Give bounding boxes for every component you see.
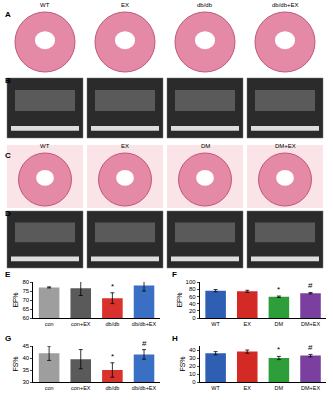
svg-text:40: 40 [189, 301, 196, 307]
svg-text:0: 0 [192, 315, 196, 321]
svg-text:db/db: db/db [106, 385, 120, 391]
svg-text:100: 100 [186, 279, 197, 285]
svg-text:30: 30 [22, 379, 29, 385]
svg-text:45: 45 [22, 343, 29, 349]
svg-text:40: 40 [22, 355, 29, 361]
svg-text:db/db: db/db [197, 2, 213, 8]
svg-text:DM+EX: DM+EX [301, 321, 320, 327]
svg-text:60: 60 [189, 294, 196, 300]
svg-text:#: # [142, 339, 147, 348]
svg-text:35: 35 [22, 367, 29, 373]
svg-text:EX: EX [121, 143, 129, 149]
svg-text:DM: DM [275, 385, 284, 391]
svg-text:E: E [5, 270, 11, 279]
svg-text:DM: DM [275, 321, 284, 327]
svg-text:40: 40 [189, 347, 196, 353]
svg-text:70: 70 [22, 297, 29, 303]
svg-text:*: * [111, 282, 114, 291]
svg-text:60: 60 [22, 315, 29, 321]
svg-text:C: C [5, 151, 11, 160]
svg-text:con+EX: con+EX [71, 321, 91, 327]
svg-text:DM+EX: DM+EX [275, 143, 296, 149]
svg-text:EX: EX [244, 385, 252, 391]
svg-text:DM+EX: DM+EX [301, 385, 320, 391]
svg-text:20: 20 [189, 363, 196, 369]
svg-text:WT: WT [40, 2, 50, 8]
svg-text:0: 0 [192, 379, 196, 385]
svg-text:*: * [277, 345, 280, 354]
svg-text:10: 10 [189, 371, 196, 377]
svg-text:#: # [308, 343, 313, 352]
svg-text:FS%: FS% [12, 356, 19, 371]
svg-text:con: con [45, 321, 54, 327]
svg-text:db/db+EX: db/db+EX [132, 321, 157, 327]
svg-text:20: 20 [189, 308, 196, 314]
svg-text:80: 80 [22, 279, 29, 285]
svg-text:75: 75 [22, 288, 29, 294]
svg-text:F: F [172, 270, 177, 279]
svg-text:80: 80 [189, 286, 196, 292]
svg-text:B: B [5, 76, 11, 85]
svg-text:db/db+EX: db/db+EX [272, 2, 299, 8]
svg-text:EX: EX [121, 2, 129, 8]
svg-text:FS%: FS% [179, 356, 186, 371]
svg-text:#: # [308, 281, 313, 290]
svg-text:H: H [172, 334, 178, 343]
svg-text:WT: WT [211, 321, 220, 327]
svg-text:65: 65 [22, 306, 29, 312]
svg-text:A: A [5, 10, 11, 19]
svg-text:30: 30 [189, 355, 196, 361]
svg-text:D: D [5, 209, 11, 218]
svg-text:EF%: EF% [12, 292, 19, 307]
svg-text:db/db: db/db [106, 321, 120, 327]
svg-text:WT: WT [211, 385, 220, 391]
svg-text:db/db+EX: db/db+EX [132, 385, 157, 391]
svg-text:con+EX: con+EX [71, 385, 91, 391]
svg-text:EX: EX [244, 321, 252, 327]
svg-text:con: con [45, 385, 54, 391]
svg-text:DM: DM [201, 143, 210, 149]
svg-text:WT: WT [40, 143, 50, 149]
svg-text:*: * [277, 285, 280, 294]
svg-text:EF%: EF% [176, 292, 183, 307]
svg-text:*: * [111, 352, 114, 361]
svg-text:G: G [5, 334, 11, 343]
